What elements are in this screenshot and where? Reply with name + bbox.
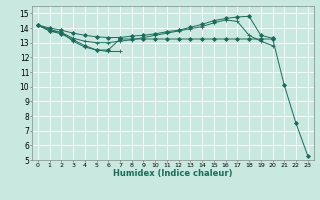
X-axis label: Humidex (Indice chaleur): Humidex (Indice chaleur)	[113, 169, 233, 178]
